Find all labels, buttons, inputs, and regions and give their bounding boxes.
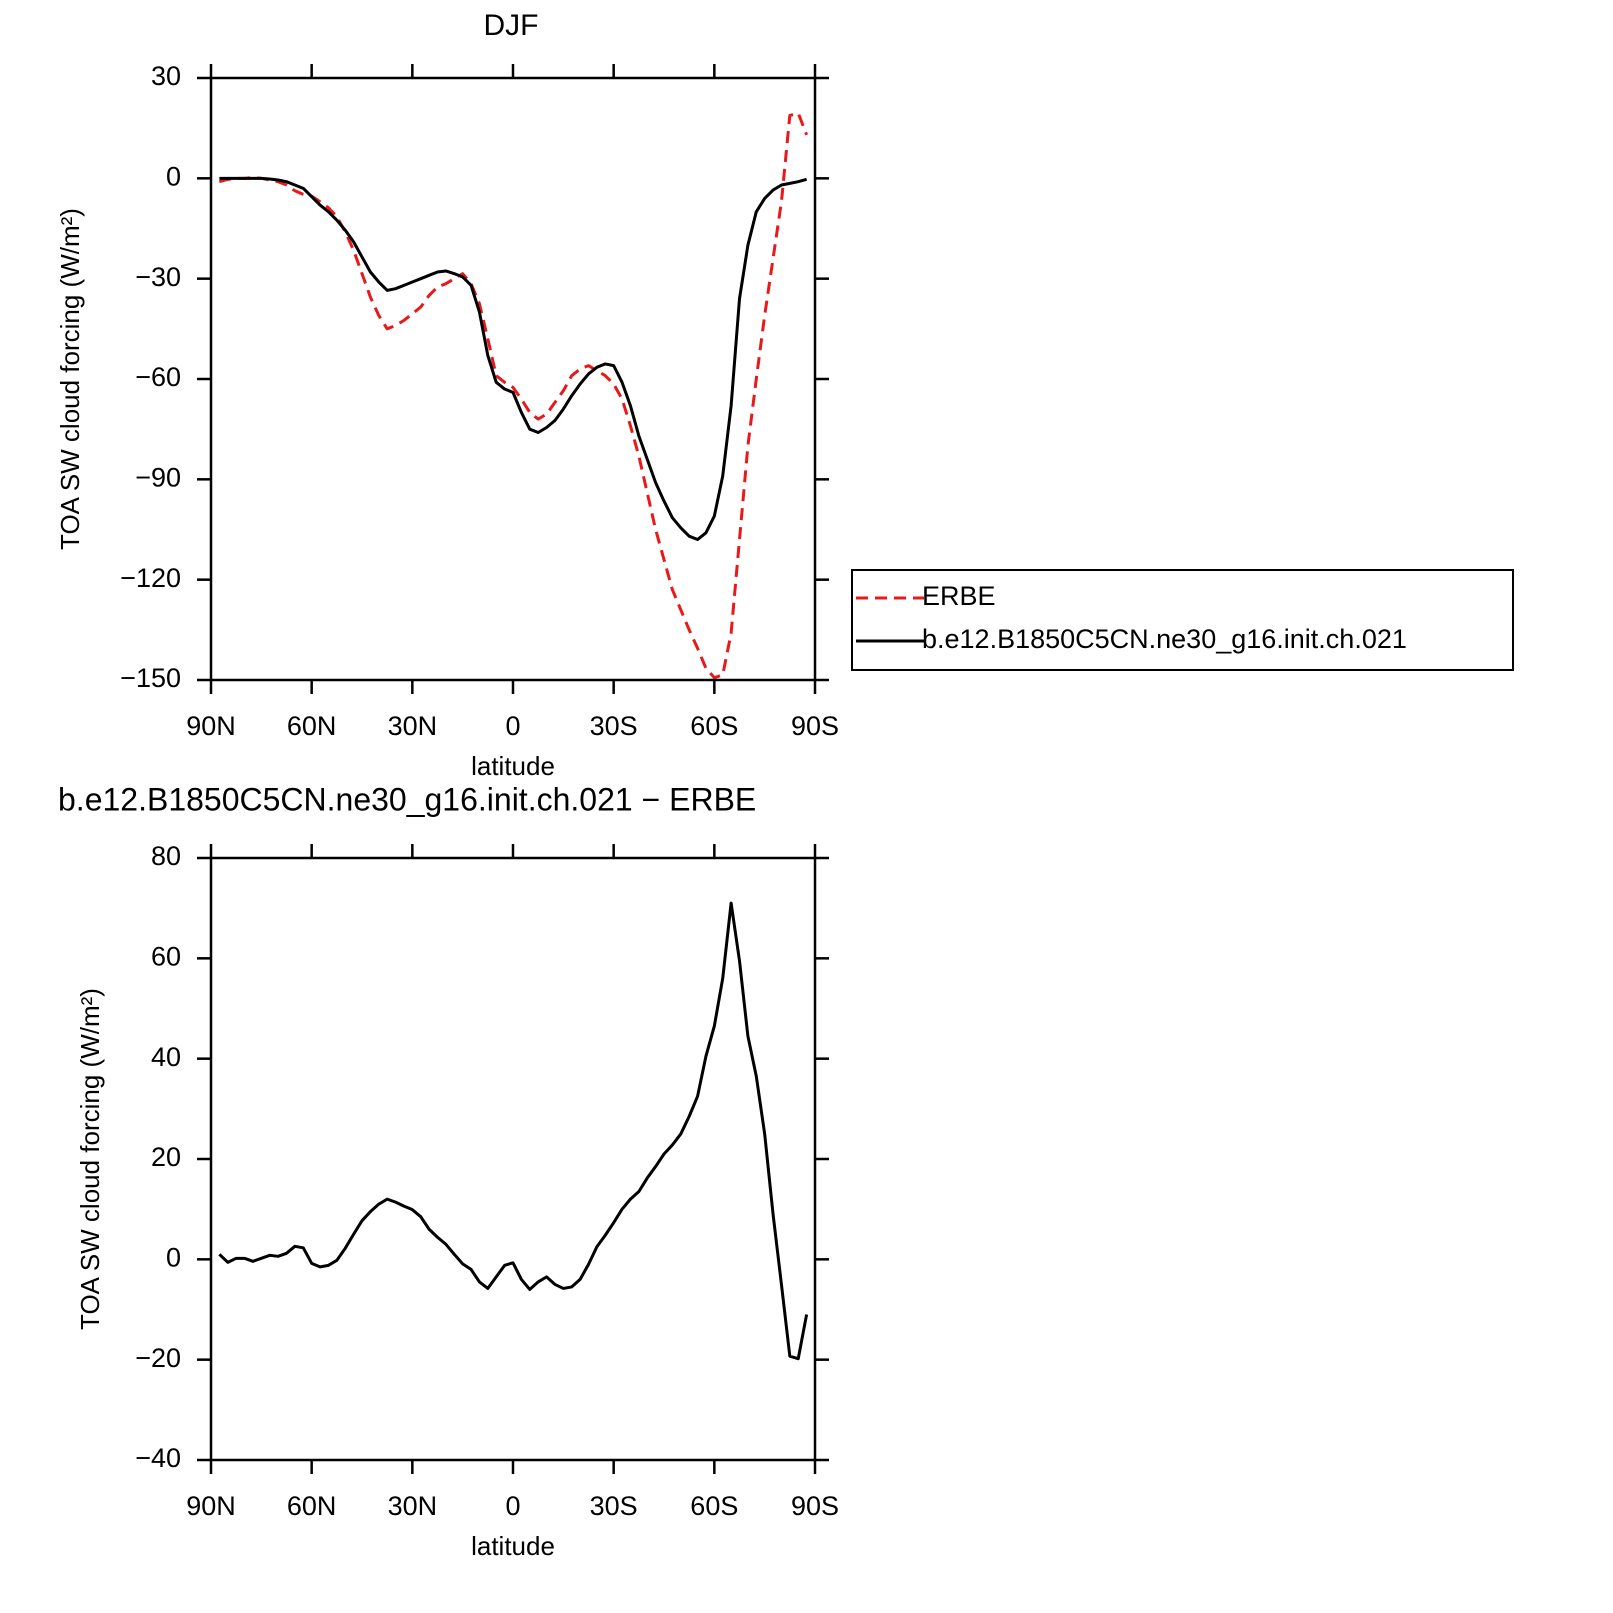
y-tick-label: −60: [135, 362, 181, 392]
x-tick-label: 60N: [287, 711, 337, 741]
y-tick-label: −120: [120, 563, 181, 593]
y-tick-label: 20: [151, 1142, 181, 1172]
data-line: [219, 176, 808, 542]
x-tick-label: 60S: [690, 711, 738, 741]
plot-frame: [209, 76, 817, 682]
y-tick-label: −90: [135, 462, 181, 492]
y-tick-label: 0: [166, 161, 181, 191]
x-axis-label: latitude: [471, 751, 555, 781]
y-tick-label: 30: [151, 61, 181, 91]
x-tick-label: 90N: [186, 1491, 236, 1521]
y-tick-label: −30: [135, 262, 181, 292]
data-line: [218, 111, 809, 680]
chart-title: b.e12.B1850C5CN.ne30_g16.init.ch.021 − E…: [58, 781, 756, 817]
y-tick-label: 40: [151, 1042, 181, 1072]
chart-title: DJF: [484, 9, 539, 42]
y-tick-label: 0: [166, 1242, 181, 1272]
x-tick-label: 30N: [388, 711, 438, 741]
y-tick-label: 60: [151, 941, 181, 971]
x-axis-label: latitude: [471, 1531, 555, 1561]
y-tick-label: −20: [135, 1343, 181, 1373]
y-tick-label: −150: [120, 663, 181, 693]
x-tick-label: 90N: [186, 711, 236, 741]
x-tick-label: 60N: [287, 1491, 337, 1521]
y-axis-label: TOA SW cloud forcing (W/m²): [55, 208, 85, 550]
y-axis-label: TOA SW cloud forcing (W/m²): [75, 988, 105, 1330]
data-line: [218, 901, 809, 1361]
x-tick-label: 0: [505, 711, 520, 741]
x-tick-label: 0: [505, 1491, 520, 1521]
y-tick-label: −40: [135, 1443, 181, 1473]
x-tick-label: 30S: [590, 1491, 638, 1521]
x-tick-label: 90S: [791, 711, 839, 741]
plot-frame: [209, 856, 817, 1462]
x-tick-label: 90S: [791, 1491, 839, 1521]
y-tick-label: 80: [151, 841, 181, 871]
legend-label: b.e12.B1850C5CN.ne30_g16.init.ch.021: [922, 624, 1407, 654]
legend-box: [851, 569, 1514, 671]
x-tick-label: 30N: [388, 1491, 438, 1521]
x-tick-label: 30S: [590, 711, 638, 741]
legend-label: ERBE: [922, 581, 996, 611]
x-tick-label: 60S: [690, 1491, 738, 1521]
